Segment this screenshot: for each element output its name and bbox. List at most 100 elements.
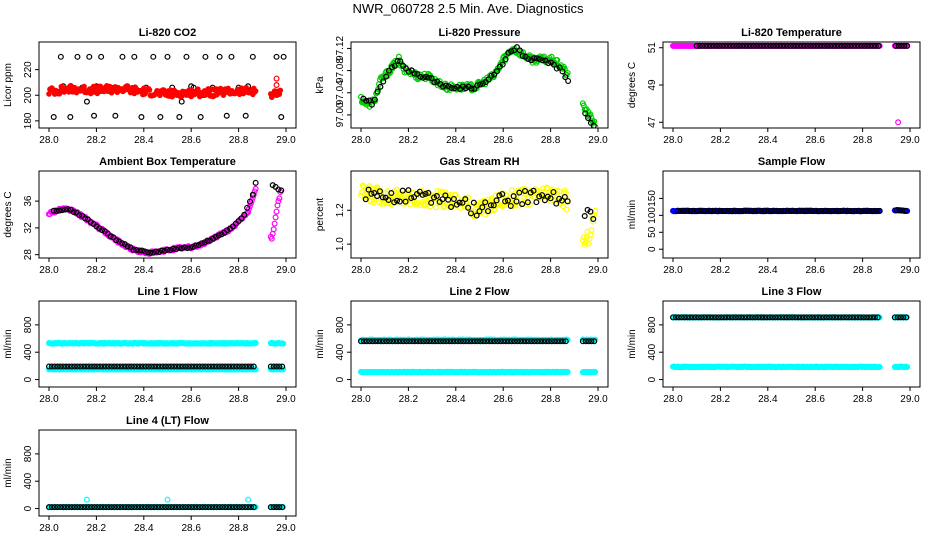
data-point (242, 363, 249, 370)
data-point (874, 314, 881, 321)
data-point (171, 504, 178, 511)
data-point (798, 42, 805, 49)
data-point (735, 314, 742, 321)
x-tick-label: 29.0 (276, 265, 296, 276)
x-tick-label: 28.4 (446, 265, 466, 276)
data-point (273, 208, 280, 215)
data-point (468, 85, 475, 92)
data-point (59, 207, 66, 214)
data-point (511, 338, 518, 345)
data-point (397, 338, 404, 345)
data-point (828, 207, 835, 214)
data-point (861, 42, 868, 49)
data-point (386, 70, 393, 77)
data-point (51, 363, 58, 370)
data-point (432, 204, 439, 211)
data-point (797, 314, 804, 321)
data-point (99, 227, 106, 234)
data-point (563, 206, 570, 213)
data-point (701, 314, 708, 321)
data-point (454, 338, 461, 345)
data-point (789, 314, 796, 321)
data-point (270, 363, 277, 370)
data-point (363, 338, 370, 345)
data-point (803, 314, 810, 321)
data-point (493, 197, 500, 204)
data-point (740, 207, 747, 214)
data-point (245, 496, 252, 503)
data-point (205, 363, 212, 370)
data-point (846, 314, 853, 321)
data-point (748, 207, 755, 214)
data-point (534, 187, 541, 194)
data-point (173, 504, 180, 511)
data-point (239, 363, 246, 370)
series-black (50, 179, 285, 256)
data-point (82, 363, 89, 370)
x-tick-label: 28.8 (541, 135, 561, 146)
data-point (83, 496, 90, 503)
data-point (45, 363, 52, 370)
x-tick-label: 28.2 (399, 394, 419, 405)
data-point (834, 207, 841, 214)
data-point (154, 363, 161, 370)
data-point (865, 207, 872, 214)
y-tick-label: 0 (647, 246, 658, 252)
data-point (862, 207, 869, 214)
series-black (45, 504, 286, 511)
data-point (74, 504, 81, 511)
data-point (724, 314, 731, 321)
data-point (113, 237, 120, 244)
data-point (167, 246, 174, 253)
data-point (747, 42, 754, 49)
data-point (897, 314, 904, 321)
data-point (45, 504, 52, 511)
x-tick-label: 28.4 (758, 135, 778, 146)
data-point (133, 246, 140, 253)
data-point (440, 204, 447, 211)
data-point (228, 363, 235, 370)
data-point (205, 504, 212, 511)
data-point (547, 195, 554, 202)
data-point (591, 338, 598, 345)
data-point (422, 190, 429, 197)
data-point (524, 199, 531, 206)
data-point (734, 207, 741, 214)
data-point (522, 188, 529, 195)
y-axis-label: ml/min (627, 200, 638, 229)
data-point (202, 53, 209, 60)
x-tick-label: 28.2 (87, 394, 107, 405)
data-point (68, 363, 75, 370)
data-point (548, 53, 555, 60)
data-point (105, 363, 112, 370)
data-point (817, 314, 824, 321)
data-point (193, 504, 200, 511)
data-point (145, 363, 152, 370)
data-point (201, 239, 208, 246)
data-point (366, 97, 373, 104)
data-point (522, 186, 529, 193)
series-layer (358, 182, 599, 248)
data-point (787, 42, 794, 49)
data-point (820, 314, 827, 321)
y-tick-label: 0 (23, 376, 34, 382)
panel-title: Line 3 Flow (762, 286, 822, 298)
series-magenta-outlier (895, 119, 902, 126)
data-point (270, 504, 277, 511)
data-point (505, 338, 512, 345)
data-point (703, 207, 710, 214)
data-point (536, 193, 543, 200)
data-point (428, 75, 435, 82)
data-point (228, 53, 235, 60)
data-point (725, 207, 732, 214)
data-point (358, 338, 365, 345)
data-point (582, 110, 589, 117)
data-point (482, 199, 489, 206)
data-point (852, 314, 859, 321)
data-point (57, 504, 64, 511)
data-point (208, 504, 215, 511)
data-point (770, 42, 777, 49)
x-tick-label: 28.4 (446, 394, 466, 405)
data-point (694, 207, 701, 214)
data-point (239, 504, 246, 511)
